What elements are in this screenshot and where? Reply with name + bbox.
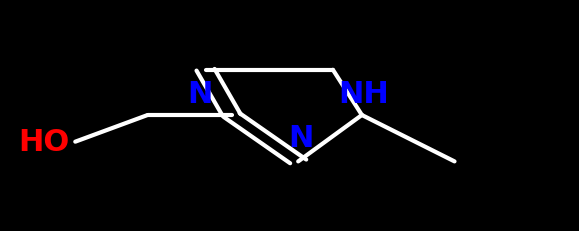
Text: N: N (288, 124, 314, 152)
Text: HO: HO (18, 128, 69, 157)
Text: NH: NH (339, 80, 390, 109)
Text: N: N (187, 80, 212, 109)
